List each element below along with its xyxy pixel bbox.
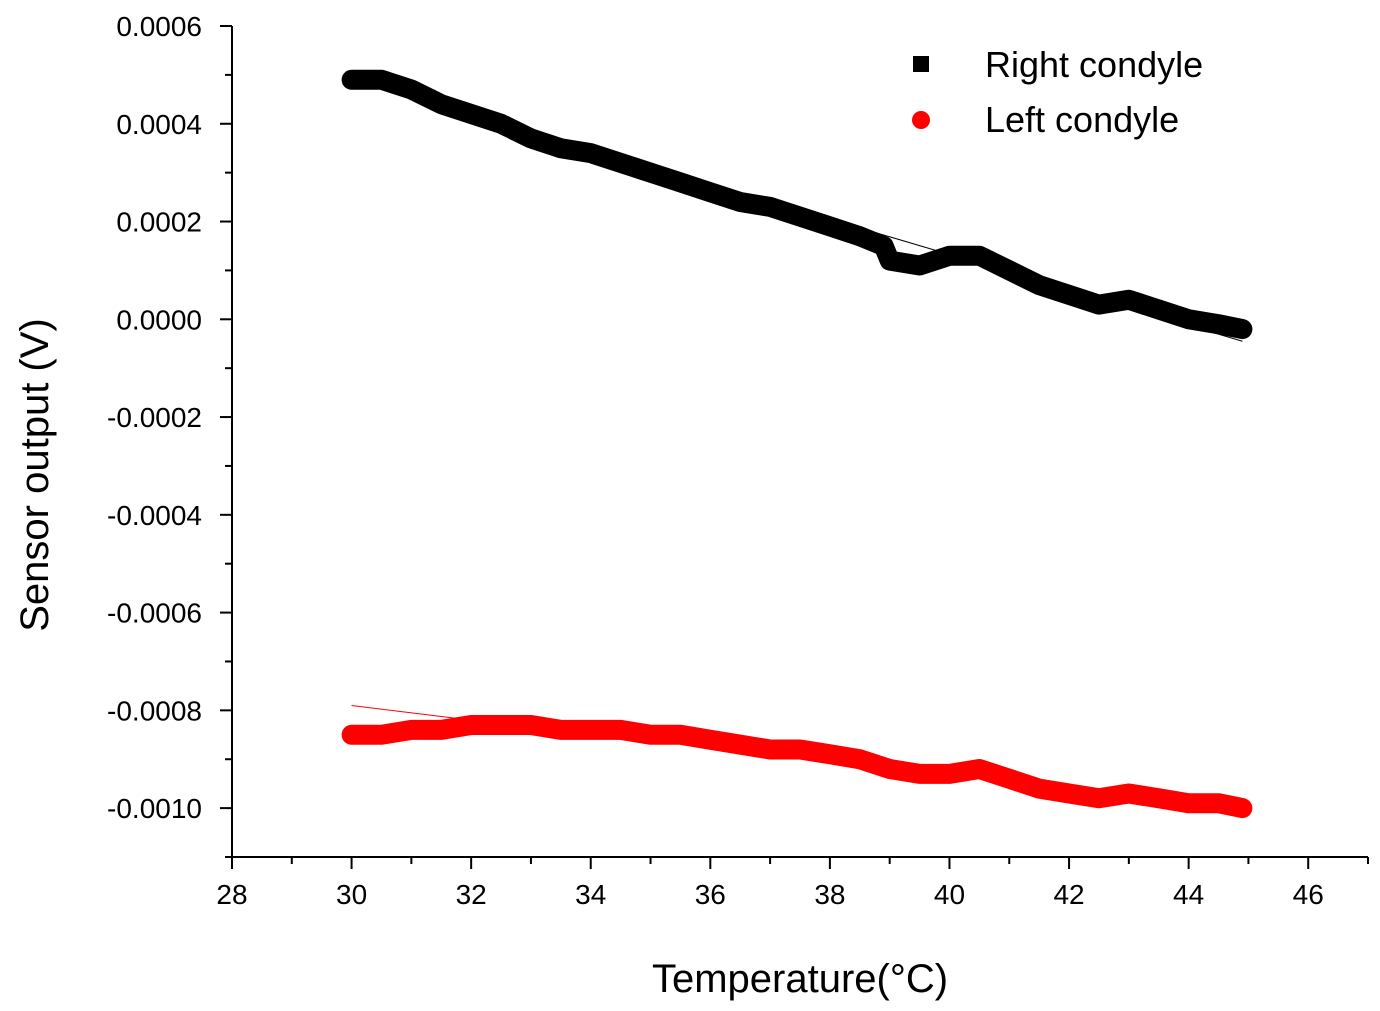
data-point (615, 157, 626, 168)
series-band (341, 69, 1253, 340)
data-point (944, 250, 955, 261)
data-point (1064, 289, 1075, 300)
y-tick-label: 0.0000 (116, 304, 202, 335)
y-tick-label: -0.0010 (107, 793, 202, 824)
data-point (824, 749, 835, 760)
data-point (1213, 319, 1224, 330)
x-axis-title: Temperature(°C) (652, 957, 948, 1001)
x-tick-label: 46 (1293, 879, 1324, 910)
data-point (1093, 299, 1104, 310)
data-point (974, 764, 985, 775)
data-point (1183, 314, 1194, 325)
data-point (1153, 793, 1164, 804)
data-point (914, 768, 925, 779)
data-point (795, 744, 805, 755)
data-point (735, 739, 746, 750)
data-point (884, 764, 895, 775)
x-tick-label: 36 (695, 879, 726, 910)
data-point (346, 74, 357, 85)
data-point (496, 118, 507, 129)
series-left-condyle (341, 704, 1253, 819)
data-point (525, 720, 536, 731)
data-point (436, 99, 447, 110)
data-point (1213, 798, 1224, 809)
data-point (795, 211, 805, 222)
data-point (1034, 783, 1045, 794)
x-tick-label: 30 (336, 879, 367, 910)
data-point (1034, 280, 1045, 291)
data-point (645, 729, 656, 740)
data-point (346, 729, 357, 740)
data-point (824, 221, 835, 232)
data-point (466, 108, 477, 119)
data-point (615, 724, 626, 735)
data-point (1004, 265, 1015, 276)
data-point (1123, 294, 1134, 305)
data-point (1153, 304, 1164, 315)
y-tick-label: -0.0006 (107, 598, 202, 629)
data-point (765, 201, 776, 212)
series-band (341, 715, 1253, 819)
data-point (376, 729, 387, 740)
data-point (1093, 793, 1104, 804)
data-point (525, 133, 536, 144)
x-tick-label: 42 (1053, 879, 1084, 910)
data-point (705, 187, 716, 198)
y-tick-label: 0.0002 (116, 207, 202, 238)
data-point (884, 255, 895, 266)
data-point (878, 240, 889, 251)
data-point (1183, 798, 1194, 809)
data-point (555, 143, 566, 154)
data-point (645, 167, 656, 178)
fit-line (351, 704, 472, 721)
x-tick-label: 40 (934, 879, 965, 910)
legend-label-right-condyle: Right condyle (985, 44, 1203, 85)
y-tick-label: -0.0002 (107, 402, 202, 433)
data-point (705, 734, 716, 745)
y-tick-label: 0.0004 (116, 109, 202, 140)
series-right-condyle (341, 69, 1253, 342)
x-tick-label: 38 (814, 879, 845, 910)
data-point (765, 744, 776, 755)
data-point (1237, 803, 1248, 814)
data-point (914, 260, 925, 271)
data-point (406, 724, 417, 735)
data-point (854, 754, 865, 765)
data-point (406, 84, 417, 95)
data-point (675, 729, 686, 740)
data-point (1004, 773, 1015, 784)
data-point (436, 724, 447, 735)
legend-marker-left-condyle (912, 111, 930, 129)
legend: Right condyle Left condyle (912, 44, 1203, 140)
x-tick-label: 28 (216, 879, 247, 910)
y-axis-title: Sensor output (V) (13, 318, 57, 632)
data-point (1064, 788, 1075, 799)
x-tick-label: 44 (1173, 879, 1204, 910)
legend-label-left-condyle: Left condyle (985, 99, 1179, 140)
data-point (496, 720, 507, 731)
data-point (854, 231, 865, 242)
data-point (944, 768, 955, 779)
y-tick-label: -0.0004 (107, 500, 202, 531)
data-point (735, 196, 746, 207)
y-tick-label: -0.0008 (107, 695, 202, 726)
data-point (585, 148, 596, 159)
data-point (675, 177, 686, 188)
legend-marker-right-condyle (913, 56, 929, 72)
data-point (1123, 788, 1134, 799)
data-point (974, 250, 985, 261)
data-point (1237, 324, 1248, 335)
data-point (466, 720, 477, 731)
x-tick-label: 34 (575, 879, 606, 910)
data-point (555, 724, 566, 735)
axes-layer: 28 30 32 34 36 38 40 42 44 46 0.0006 0.0004 0.0002 0.… (107, 11, 1369, 910)
data-point (376, 74, 387, 85)
data-point (585, 724, 596, 735)
x-tick-label: 32 (456, 879, 487, 910)
y-tick-label: 0.0006 (116, 11, 202, 42)
series-layer (341, 69, 1253, 819)
